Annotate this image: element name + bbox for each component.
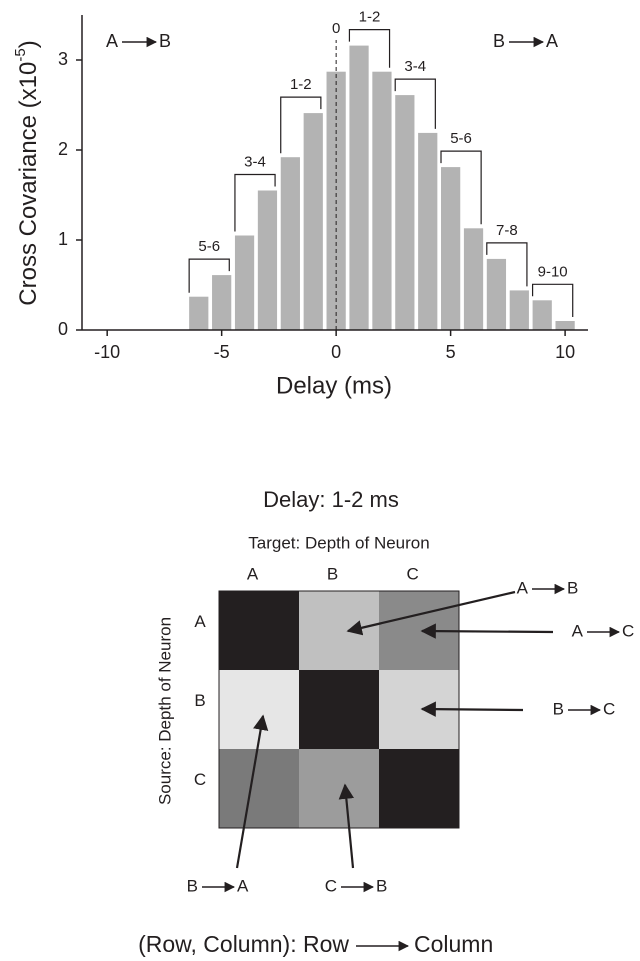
pointer-arrow: [420, 701, 524, 717]
legend-to: Column: [414, 931, 493, 957]
y-axis-label: Cross Covariance (x10-5): [12, 40, 42, 305]
direction-to: B: [159, 31, 171, 51]
bar: [372, 71, 392, 330]
direction-from: A: [106, 31, 118, 51]
pair-from: C: [325, 876, 337, 895]
x-tick-label: 10: [555, 342, 575, 362]
bar: [257, 190, 278, 330]
y-tick-label: 1: [58, 229, 68, 249]
heatmap-cell: [219, 749, 299, 828]
pair-to: B: [376, 876, 387, 895]
pair-from: B: [187, 876, 198, 895]
pair-from: B: [553, 699, 564, 718]
pair-to: C: [603, 699, 615, 718]
annotation-label: 7-8: [496, 222, 518, 239]
annotation-label: 5-6: [450, 130, 472, 147]
x-tick-label: -5: [214, 342, 230, 362]
heatmap-cell: [299, 670, 379, 749]
bar: [303, 113, 323, 330]
annotation-label: 3-4: [244, 153, 266, 170]
y-tick-label: 2: [58, 139, 68, 159]
bar: [486, 258, 507, 330]
bar: [234, 235, 255, 330]
bar: [280, 157, 300, 330]
heatmap-y-label: Source: Depth of Neuron: [155, 617, 174, 805]
heatmap-title: Delay: 1-2 ms: [263, 487, 399, 512]
heatmap-cell: [299, 749, 379, 828]
pair-to: B: [567, 578, 578, 597]
heatmap-cell: [219, 591, 299, 670]
row-label: B: [194, 691, 205, 710]
bracket: [486, 242, 528, 287]
bar: [418, 132, 438, 330]
bracket: [280, 96, 322, 154]
bracket: [440, 150, 482, 225]
direction-from: B: [493, 31, 505, 51]
pair-to: C: [622, 621, 634, 640]
bar: [349, 45, 369, 330]
zero-label: 0: [332, 20, 340, 37]
bar: [555, 321, 575, 330]
x-tick-label: -10: [94, 342, 120, 362]
legend-pair: (Row, Column): Row: [138, 931, 349, 957]
bar: [441, 167, 461, 330]
x-axis-label: Delay (ms): [276, 372, 392, 399]
pair-to: A: [237, 876, 249, 895]
bar: [212, 275, 232, 330]
column-label: B: [327, 564, 338, 583]
pointer-arrow: [338, 783, 355, 869]
x-tick-label: 0: [331, 342, 341, 362]
bar: [189, 296, 209, 330]
bracket: [348, 29, 391, 68]
annotation-label: 3-4: [404, 58, 426, 75]
y-tick-label: 0: [58, 319, 68, 339]
bracket: [188, 258, 230, 293]
row-label: C: [194, 770, 206, 789]
annotation-label: 1-2: [290, 76, 312, 93]
annotation-label: 9-10: [538, 263, 568, 280]
annotation-label: 5-6: [198, 238, 220, 255]
row-label: A: [194, 612, 206, 631]
y-tick-label: 3: [58, 49, 68, 69]
pair-from: A: [517, 578, 529, 597]
column-label: C: [406, 564, 418, 583]
pair-from: A: [572, 621, 584, 640]
y-label-text: Cross Covariance (x10: [15, 62, 42, 306]
heatmap-x-label: Target: Depth of Neuron: [248, 533, 429, 552]
pointer-arrow: [420, 623, 554, 639]
heatmap-cell: [379, 749, 459, 828]
direction-to: A: [546, 31, 558, 51]
bar: [463, 228, 484, 330]
y-label-exponent: -5: [12, 48, 29, 61]
bar: [395, 95, 415, 330]
pointer-arrow: [346, 590, 516, 636]
column-label: A: [247, 564, 259, 583]
bracket: [394, 78, 436, 129]
y-label-close: ): [15, 40, 42, 48]
bracket: [531, 283, 574, 317]
annotation-label: 1-2: [359, 9, 381, 26]
x-tick-label: 5: [446, 342, 456, 362]
bracket: [234, 173, 276, 232]
bar: [532, 300, 552, 330]
heatmap-cell: [299, 591, 379, 670]
bar: [509, 290, 529, 330]
pointer-arrow: [235, 714, 269, 869]
